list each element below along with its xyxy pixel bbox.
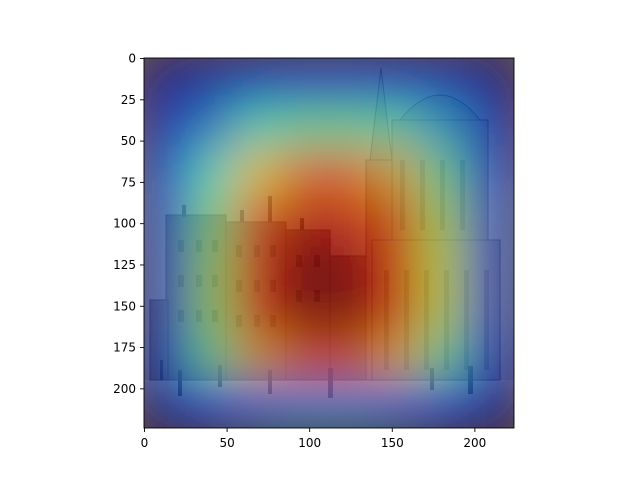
y-axis: 0 25 50 75 100 125 150 175 200 — [113, 52, 144, 396]
heatmap-cell — [144, 148, 193, 199]
heatmap-cell — [465, 194, 514, 245]
heatmap-cell — [373, 241, 424, 292]
y-tick-label: 50 — [121, 134, 136, 148]
heatmap-cell — [144, 287, 193, 338]
heatmap-cell — [234, 241, 285, 292]
heatmap-cell — [419, 333, 470, 384]
heatmap-cell — [419, 194, 470, 245]
heatmap-cell — [327, 241, 378, 292]
heatmap-cell — [280, 333, 331, 384]
x-tick-label: 50 — [219, 436, 234, 450]
axes-frame — [143, 57, 515, 429]
heatmap-cell — [188, 194, 239, 245]
heatmap-cell — [465, 287, 514, 338]
y-tick-label: 125 — [113, 258, 136, 272]
heatmap-cell — [188, 241, 239, 292]
heatmap-cell — [234, 102, 285, 153]
x-axis: 0 50 100 150 200 — [141, 428, 486, 450]
heatmap-cell — [280, 148, 331, 199]
heatmap-cell — [419, 148, 470, 199]
heatmap-cell — [234, 148, 285, 199]
y-tick-label: 175 — [113, 341, 136, 355]
y-tick-label: 100 — [113, 217, 136, 231]
attention-heatmap — [144, 58, 514, 428]
plot-area — [144, 58, 514, 428]
heatmap-cell — [373, 287, 424, 338]
heatmap-cell — [280, 194, 331, 245]
heatmap-cell — [373, 58, 424, 107]
heatmap-cell — [280, 379, 331, 428]
heatmap-cell — [188, 333, 239, 384]
heatmap-cell — [419, 379, 470, 428]
heatmap-cell — [188, 379, 239, 428]
heatmap-cell — [465, 333, 514, 384]
heatmap-cell — [373, 148, 424, 199]
heatmap-cell — [465, 148, 514, 199]
heatmap-cell — [327, 148, 378, 199]
heatmap-cell — [280, 241, 331, 292]
heatmap-cell — [188, 58, 239, 107]
heatmap-cell — [327, 333, 378, 384]
heatmap-cell — [234, 58, 285, 107]
heatmap-cell — [188, 287, 239, 338]
heatmap-cell — [234, 194, 285, 245]
heatmap-cell — [280, 102, 331, 153]
y-tick-label: 0 — [128, 52, 136, 66]
heatmap-cell — [465, 241, 514, 292]
heatmap-cell — [144, 379, 193, 428]
heatmap-cell — [465, 58, 514, 107]
y-tick-label: 75 — [121, 175, 136, 189]
x-tick-label: 200 — [463, 436, 486, 450]
heatmap-cell — [144, 241, 193, 292]
heatmap-cell — [144, 102, 193, 153]
heatmap-cell — [327, 58, 378, 107]
x-tick-label: 0 — [141, 436, 149, 450]
heatmap-cell — [327, 102, 378, 153]
heatmap-cell — [419, 58, 470, 107]
heatmap-cell — [234, 379, 285, 428]
heatmap-cell — [373, 102, 424, 153]
x-tick-label: 100 — [298, 436, 321, 450]
heatmap-cell — [465, 379, 514, 428]
heatmap-cell — [327, 379, 378, 428]
heatmap-cell — [327, 287, 378, 338]
heatmap-cell — [373, 333, 424, 384]
x-tick-label: 150 — [381, 436, 404, 450]
heatmap-cell — [144, 58, 193, 107]
heatmap-cell — [419, 287, 470, 338]
heatmap-cell — [373, 194, 424, 245]
heatmap-cell — [280, 287, 331, 338]
y-tick-label: 200 — [113, 382, 136, 396]
heatmap-cell — [188, 102, 239, 153]
y-tick-label: 25 — [121, 93, 136, 107]
heatmap-cell — [465, 102, 514, 153]
heatmap-cell — [419, 241, 470, 292]
heatmap-cell — [234, 287, 285, 338]
heatmap-cell — [234, 333, 285, 384]
heatmap-cell — [144, 194, 193, 245]
heatmap-cell — [280, 58, 331, 107]
heatmap-cell — [188, 148, 239, 199]
heatmap-cell — [419, 102, 470, 153]
heatmap-cell — [327, 194, 378, 245]
heatmap-cell — [144, 333, 193, 384]
y-tick-label: 150 — [113, 299, 136, 313]
heatmap-cell — [373, 379, 424, 428]
